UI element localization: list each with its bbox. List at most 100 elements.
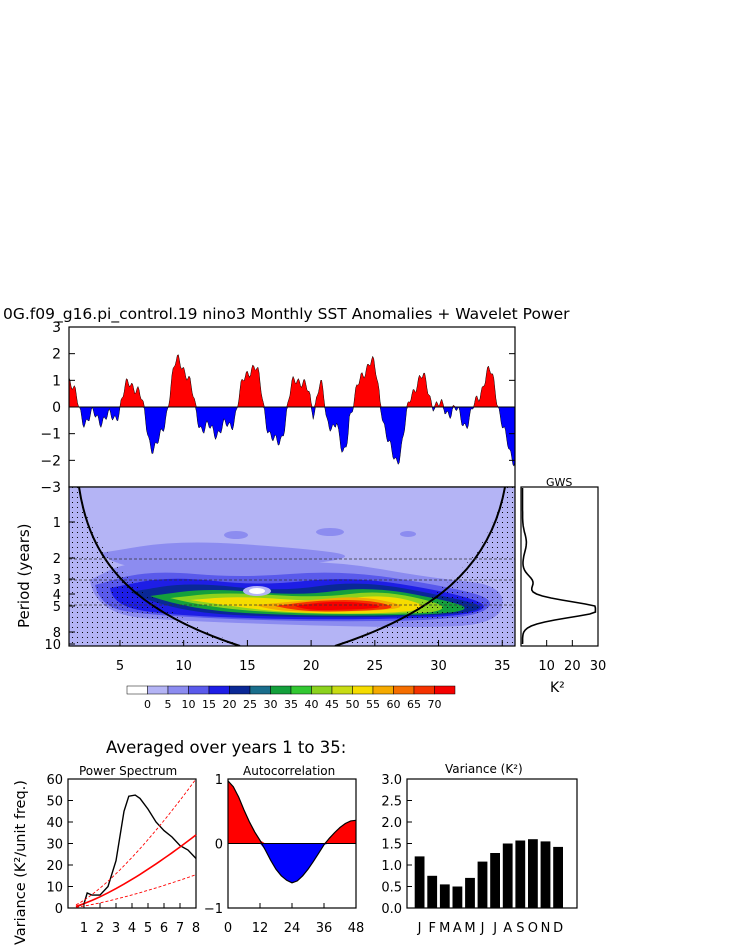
main-title: 0G.f09_g16.pi_control.19 nino3 Monthly S… bbox=[3, 305, 570, 324]
variance-bar bbox=[477, 861, 488, 908]
ps-xtick-label: 2 bbox=[96, 921, 104, 936]
variance-bar bbox=[427, 875, 438, 909]
variance-bar bbox=[452, 886, 463, 908]
ps-ytick-label: 30 bbox=[46, 838, 63, 853]
colorbar-labels: 0 5 10 15 20 25 30 35 40 45 50 55 60 65 70 bbox=[144, 698, 442, 711]
ps-xtick-label: 3 bbox=[112, 921, 120, 936]
colorbar-swatch bbox=[290, 685, 312, 695]
var-ytick-label: 3.0 bbox=[381, 773, 402, 788]
red-noise-spectrum bbox=[75, 834, 197, 908]
colorbar-label: 70 bbox=[428, 698, 442, 711]
variance-bar bbox=[528, 839, 538, 908]
wavelet-low-power-center bbox=[249, 588, 265, 594]
wavelet-ytick-label: 5 bbox=[53, 600, 61, 615]
timeseries-ytick-label: −2 bbox=[40, 453, 61, 469]
autocorrelation-negative-area bbox=[228, 843, 356, 883]
gws-xtick-label: 20 bbox=[564, 659, 581, 674]
variance-bar bbox=[439, 884, 450, 908]
autocorrelation-panel: Autocorrelation 10−1 0 12 24 36 48 bbox=[204, 764, 364, 936]
wavelet-ytick-label: 10 bbox=[44, 638, 61, 653]
var-xtick-label: J bbox=[417, 921, 422, 936]
ps-ytick-label: 40 bbox=[46, 816, 63, 831]
colorbar-label: 55 bbox=[366, 698, 380, 711]
ps-ytick-label: 10 bbox=[46, 881, 63, 896]
ps-ytick-label: 20 bbox=[46, 859, 63, 874]
colorbar bbox=[126, 685, 456, 695]
wavelet-island bbox=[400, 531, 416, 537]
var-ytick-label: 2.5 bbox=[381, 795, 402, 810]
cone-of-influence-line bbox=[78, 487, 506, 646]
colorbar-swatch bbox=[229, 685, 251, 695]
var-xtick-label: M bbox=[439, 921, 450, 936]
colorbar-swatch bbox=[167, 685, 189, 695]
ps-ytick-label: 50 bbox=[46, 795, 63, 810]
var-xtick-label: J bbox=[492, 921, 497, 936]
var-xtick-label: S bbox=[516, 921, 524, 936]
gws-title: GWS bbox=[546, 476, 572, 489]
variance-bar bbox=[553, 846, 563, 908]
gws-xtick-label: 10 bbox=[538, 659, 555, 674]
var-xtick-label: J bbox=[480, 921, 485, 936]
gws-curve bbox=[521, 488, 597, 645]
ac-xtick-label: 24 bbox=[284, 921, 301, 936]
ps-xtick-label: 4 bbox=[128, 921, 136, 936]
colorbar-label: 0 bbox=[144, 698, 151, 711]
var-ytick-label: 2.0 bbox=[381, 816, 402, 831]
var-xtick-label: A bbox=[503, 921, 512, 936]
variance-bar bbox=[465, 877, 475, 908]
variance-bar bbox=[540, 841, 551, 908]
colorbar-swatch bbox=[126, 685, 148, 695]
colorbar-swatch bbox=[413, 685, 435, 695]
ps-ytick-label: 0 bbox=[55, 902, 63, 917]
variance-bar bbox=[515, 840, 526, 908]
averaged-title: Averaged over years 1 to 35: bbox=[106, 738, 346, 757]
colorbar-swatch bbox=[249, 685, 271, 695]
ps-xtick-label: 7 bbox=[176, 921, 184, 936]
wavelet-frame bbox=[68, 486, 516, 647]
wavelet-ytick-label: 3 bbox=[53, 573, 61, 588]
timeseries-ytick-label: 3 bbox=[52, 320, 61, 336]
red-noise-lower-bound bbox=[75, 874, 197, 908]
ac-xtick-label: 0 bbox=[224, 921, 232, 936]
power-spectrum-ylabel: Variance (K²/unit freq.) bbox=[13, 780, 29, 945]
autocorrelation-title: Autocorrelation bbox=[243, 764, 335, 778]
wavelet-island bbox=[224, 531, 248, 539]
gws-panel: GWS 10 20 30 K² bbox=[520, 476, 606, 696]
ac-ytick-label: 1 bbox=[215, 773, 223, 788]
colorbar-label: 65 bbox=[407, 698, 421, 711]
wavelet-xtick-label: 35 bbox=[494, 659, 511, 674]
wavelet-ytick-label: 8 bbox=[53, 626, 61, 641]
var-xtick-label: M bbox=[464, 921, 475, 936]
wavelet-ytick-label: 2 bbox=[53, 552, 61, 567]
colorbar-swatch bbox=[208, 685, 230, 695]
power-spectrum-frame bbox=[67, 778, 197, 909]
var-xtick-label: N bbox=[541, 921, 551, 936]
variance-title: Variance (K²) bbox=[445, 762, 523, 776]
ac-xtick-label: 48 bbox=[348, 921, 365, 936]
power-spectrum-title: Power Spectrum bbox=[79, 764, 177, 778]
timeseries-ytick-label: 2 bbox=[52, 347, 61, 363]
colorbar-swatch bbox=[188, 685, 210, 695]
cone-of-influence-mask bbox=[69, 487, 240, 646]
colorbar-swatch bbox=[352, 685, 374, 695]
autocorrelation-positive-area bbox=[228, 780, 356, 844]
colorbar-label: 20 bbox=[223, 698, 237, 711]
ps-xtick-label: 6 bbox=[160, 921, 168, 936]
wavelet-ytick-label: 4 bbox=[53, 588, 61, 603]
colorbar-label: 15 bbox=[202, 698, 216, 711]
ps-xtick-label: 1 bbox=[80, 921, 88, 936]
wavelet-xtick-label: 10 bbox=[175, 659, 192, 674]
variance-bar bbox=[414, 856, 425, 908]
gws-xlabel: K² bbox=[550, 680, 565, 696]
wavelet-island bbox=[316, 528, 344, 536]
colorbar-label: 60 bbox=[387, 698, 401, 711]
ac-xtick-label: 12 bbox=[252, 921, 269, 936]
wavelet-xtick-label: 15 bbox=[239, 659, 256, 674]
var-ytick-label: 1.0 bbox=[381, 859, 402, 874]
var-xtick-label: A bbox=[453, 921, 462, 936]
colorbar-swatch bbox=[331, 685, 353, 695]
autocorrelation-line bbox=[227, 780, 357, 884]
var-ytick-label: 1.5 bbox=[381, 838, 402, 853]
